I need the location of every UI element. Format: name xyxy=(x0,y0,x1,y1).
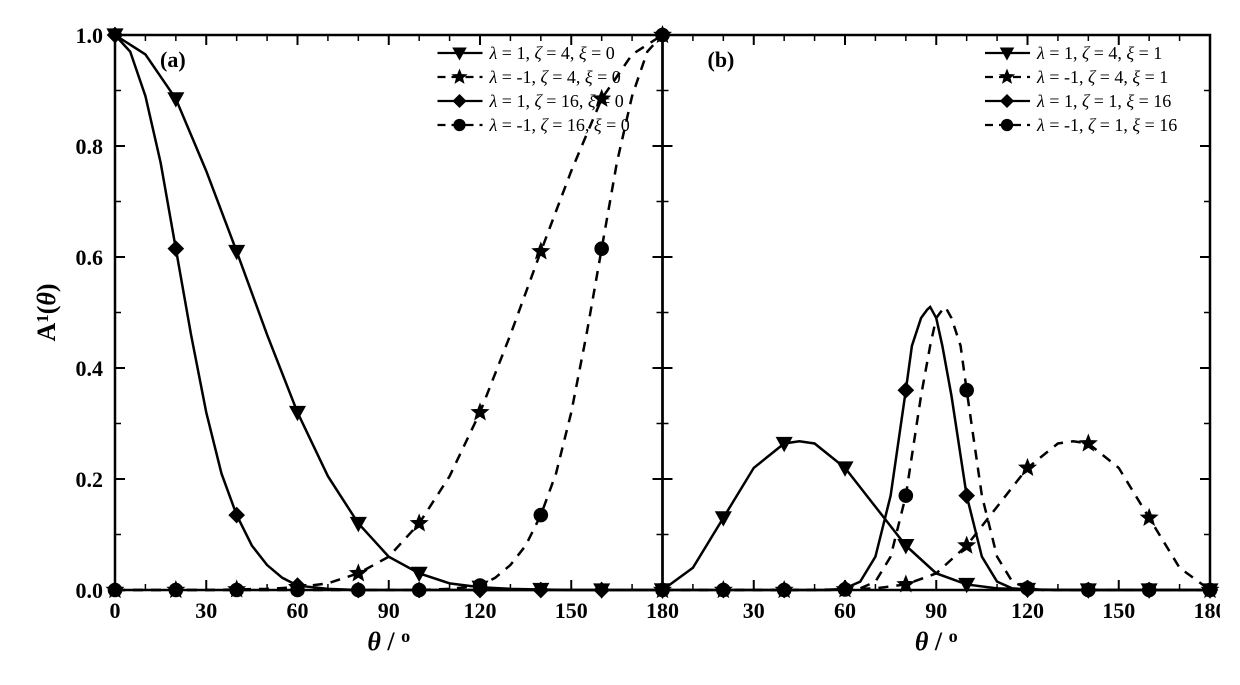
legend-marker xyxy=(1002,120,1013,131)
series-marker xyxy=(959,488,974,503)
x-tick-label: 180 xyxy=(646,598,679,623)
legend-label: λ = -1, ζ = 4, ξ = 1 xyxy=(1036,67,1168,87)
series-marker xyxy=(472,404,488,419)
series-marker xyxy=(899,383,914,398)
series-marker xyxy=(1082,583,1095,596)
series-marker xyxy=(290,407,305,420)
x-tick-label: 60 xyxy=(287,598,309,623)
series-marker xyxy=(473,579,486,592)
series-marker xyxy=(534,509,547,522)
legend-marker xyxy=(454,95,466,107)
x-tick-label: 30 xyxy=(195,598,217,623)
series-marker xyxy=(533,243,549,258)
y-tick-label: 0.4 xyxy=(76,356,104,381)
legend-label: λ = -1, ζ = 1, ξ = 16 xyxy=(1036,115,1177,135)
series-marker xyxy=(169,93,184,106)
legend-label: λ = 1, ζ = 4, ξ = 0 xyxy=(489,43,615,63)
series-marker xyxy=(230,583,243,596)
legend-label: λ = 1, ζ = 1, ξ = 16 xyxy=(1036,91,1171,111)
series-line xyxy=(663,307,1211,590)
x-tick-label: 90 xyxy=(925,598,947,623)
series-line xyxy=(663,441,1211,590)
panel-label: (b) xyxy=(708,47,735,72)
y-axis-label: A1(θ) xyxy=(32,283,61,341)
series-marker xyxy=(717,583,730,596)
legend-marker xyxy=(1001,95,1013,107)
series-marker xyxy=(778,583,791,596)
x-axis-label: θ / o xyxy=(915,626,958,656)
x-tick-label: 120 xyxy=(1011,598,1044,623)
series-marker xyxy=(169,241,184,256)
series-marker xyxy=(169,583,182,596)
x-axis-label: θ / o xyxy=(367,626,410,656)
series-marker xyxy=(838,583,851,596)
series-marker xyxy=(229,246,244,259)
series-marker xyxy=(108,583,121,596)
panel-label: (a) xyxy=(160,47,186,72)
y-tick-label: 0.0 xyxy=(76,578,104,603)
series-marker xyxy=(1020,460,1036,475)
series-marker xyxy=(899,489,912,502)
series-marker xyxy=(352,583,365,596)
x-tick-label: 0 xyxy=(110,598,121,623)
figure-svg: 0 30 60 90 120 150 180 0.0 0.2 0.4 0.6 0.8 1.0 θ / o (… xyxy=(20,20,1220,665)
x-tick-label: 120 xyxy=(464,598,497,623)
series-marker xyxy=(291,583,304,596)
legend-marker xyxy=(454,120,465,131)
series-marker xyxy=(229,508,244,523)
figure-container: 0 30 60 90 120 150 180 0.0 0.2 0.4 0.6 0.8 1.0 θ / o (… xyxy=(20,20,1220,665)
x-tick-label: 90 xyxy=(378,598,400,623)
x-tick-label: 150 xyxy=(1102,598,1135,623)
series-line xyxy=(663,441,1211,590)
series-marker xyxy=(656,583,669,596)
series-marker xyxy=(1143,583,1156,596)
series-marker xyxy=(716,512,731,525)
series-marker xyxy=(595,242,608,255)
y-tick-label: 0.8 xyxy=(76,134,104,159)
series-marker xyxy=(960,384,973,397)
legend-label: λ = 1, ζ = 4, ξ = 1 xyxy=(1036,43,1162,63)
y-tick-label: 0.6 xyxy=(76,245,104,270)
x-tick-label: 150 xyxy=(555,598,588,623)
x-tick-label: 180 xyxy=(1194,598,1221,623)
x-tick-label: 30 xyxy=(743,598,765,623)
legend-label: λ = 1, ζ = 16, ξ = 0 xyxy=(489,91,624,111)
series-marker xyxy=(1203,583,1216,596)
series-marker xyxy=(1141,509,1157,524)
x-tick-label: 60 xyxy=(834,598,856,623)
legend-marker xyxy=(453,70,466,82)
series-marker xyxy=(413,583,426,596)
series-line xyxy=(663,307,1211,590)
legend-label: λ = -1, ζ = 16, ξ = 0 xyxy=(489,115,630,135)
series-marker xyxy=(350,565,366,580)
series-marker xyxy=(1021,582,1034,595)
series-marker xyxy=(411,515,427,530)
y-tick-label: 0.2 xyxy=(76,467,104,492)
legend-marker xyxy=(1000,70,1013,82)
legend-label: λ = -1, ζ = 4, ξ = 0 xyxy=(489,67,621,87)
y-tick-label: 1.0 xyxy=(76,23,104,48)
